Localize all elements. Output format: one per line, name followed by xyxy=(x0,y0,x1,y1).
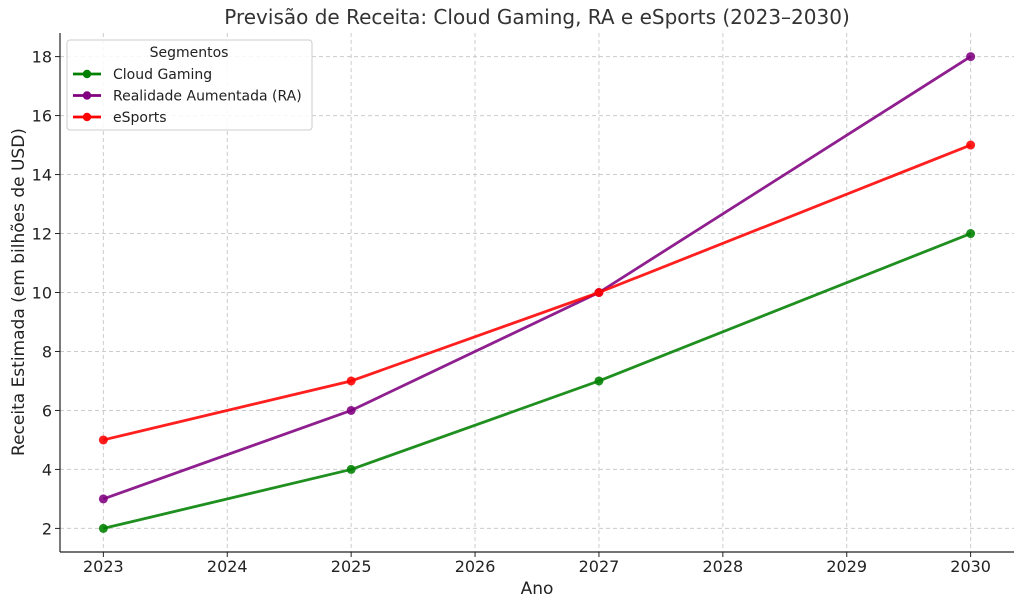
y-tick-label: 4 xyxy=(42,460,52,479)
legend-label: Cloud Gaming xyxy=(113,67,212,83)
x-axis-label: Ano xyxy=(521,579,554,599)
data-point xyxy=(346,405,356,415)
x-tick-label: 2023 xyxy=(83,557,124,576)
data-point xyxy=(966,52,976,62)
y-tick-label: 2 xyxy=(42,519,52,538)
legend-marker xyxy=(82,69,92,79)
x-tick-label: 2029 xyxy=(826,557,867,576)
y-tick-label: 6 xyxy=(42,401,52,420)
data-point xyxy=(594,376,604,386)
data-point xyxy=(98,435,108,445)
legend-items: Cloud Gaming Realidade Aumentada (RA) eSpo… xyxy=(73,67,302,126)
x-tick-label: 2026 xyxy=(455,557,496,576)
legend: Segmentos Cloud Gaming Realidade Aumentad… xyxy=(66,39,313,131)
series-lines xyxy=(98,52,976,533)
y-tick-label: 12 xyxy=(32,225,52,244)
x-tick-label: 2030 xyxy=(950,557,991,576)
legend-title: Segmentos xyxy=(150,45,229,61)
legend-item: eSports xyxy=(73,110,167,126)
y-tick-label: 14 xyxy=(32,166,52,185)
grid xyxy=(60,33,1014,552)
legend-marker xyxy=(82,112,92,122)
legend-label: eSports xyxy=(113,110,167,126)
series-line xyxy=(103,232,972,530)
y-tick-label: 10 xyxy=(32,284,52,303)
data-point xyxy=(346,464,356,474)
series-3 xyxy=(98,140,976,445)
data-point xyxy=(966,229,976,239)
data-point xyxy=(594,288,604,297)
legend-item: Cloud Gaming xyxy=(73,67,212,83)
y-tick-label: 8 xyxy=(42,342,52,361)
chart-title: Previsão de Receita: Cloud Gaming, RA e … xyxy=(224,5,850,29)
y-axis-label: Receita Estimada (em bilhões de USD) xyxy=(9,128,29,456)
series-line xyxy=(103,143,972,442)
series-line xyxy=(102,55,972,501)
y-tick-label: 18 xyxy=(32,48,52,67)
data-point xyxy=(966,140,976,150)
data-point xyxy=(98,523,108,533)
data-point xyxy=(98,494,108,504)
tick-labels: 2023 2024 2025 2026 2027 2028 2029 2030 2 4 6 8 10 12… xyxy=(32,48,991,576)
x-tick-label: 2025 xyxy=(331,557,372,576)
legend-label: Realidade Aumentada (RA) xyxy=(113,89,302,105)
legend-marker xyxy=(82,91,92,100)
x-tick-label: 2024 xyxy=(207,557,248,576)
legend-box xyxy=(66,39,313,131)
y-tick-label: 16 xyxy=(32,107,52,126)
x-tick-label: 2027 xyxy=(579,557,620,576)
series-1 xyxy=(98,229,976,533)
legend-item: Realidade Aumentada (RA) xyxy=(73,89,302,105)
data-point xyxy=(346,376,356,386)
x-tick-label: 2028 xyxy=(702,557,743,576)
